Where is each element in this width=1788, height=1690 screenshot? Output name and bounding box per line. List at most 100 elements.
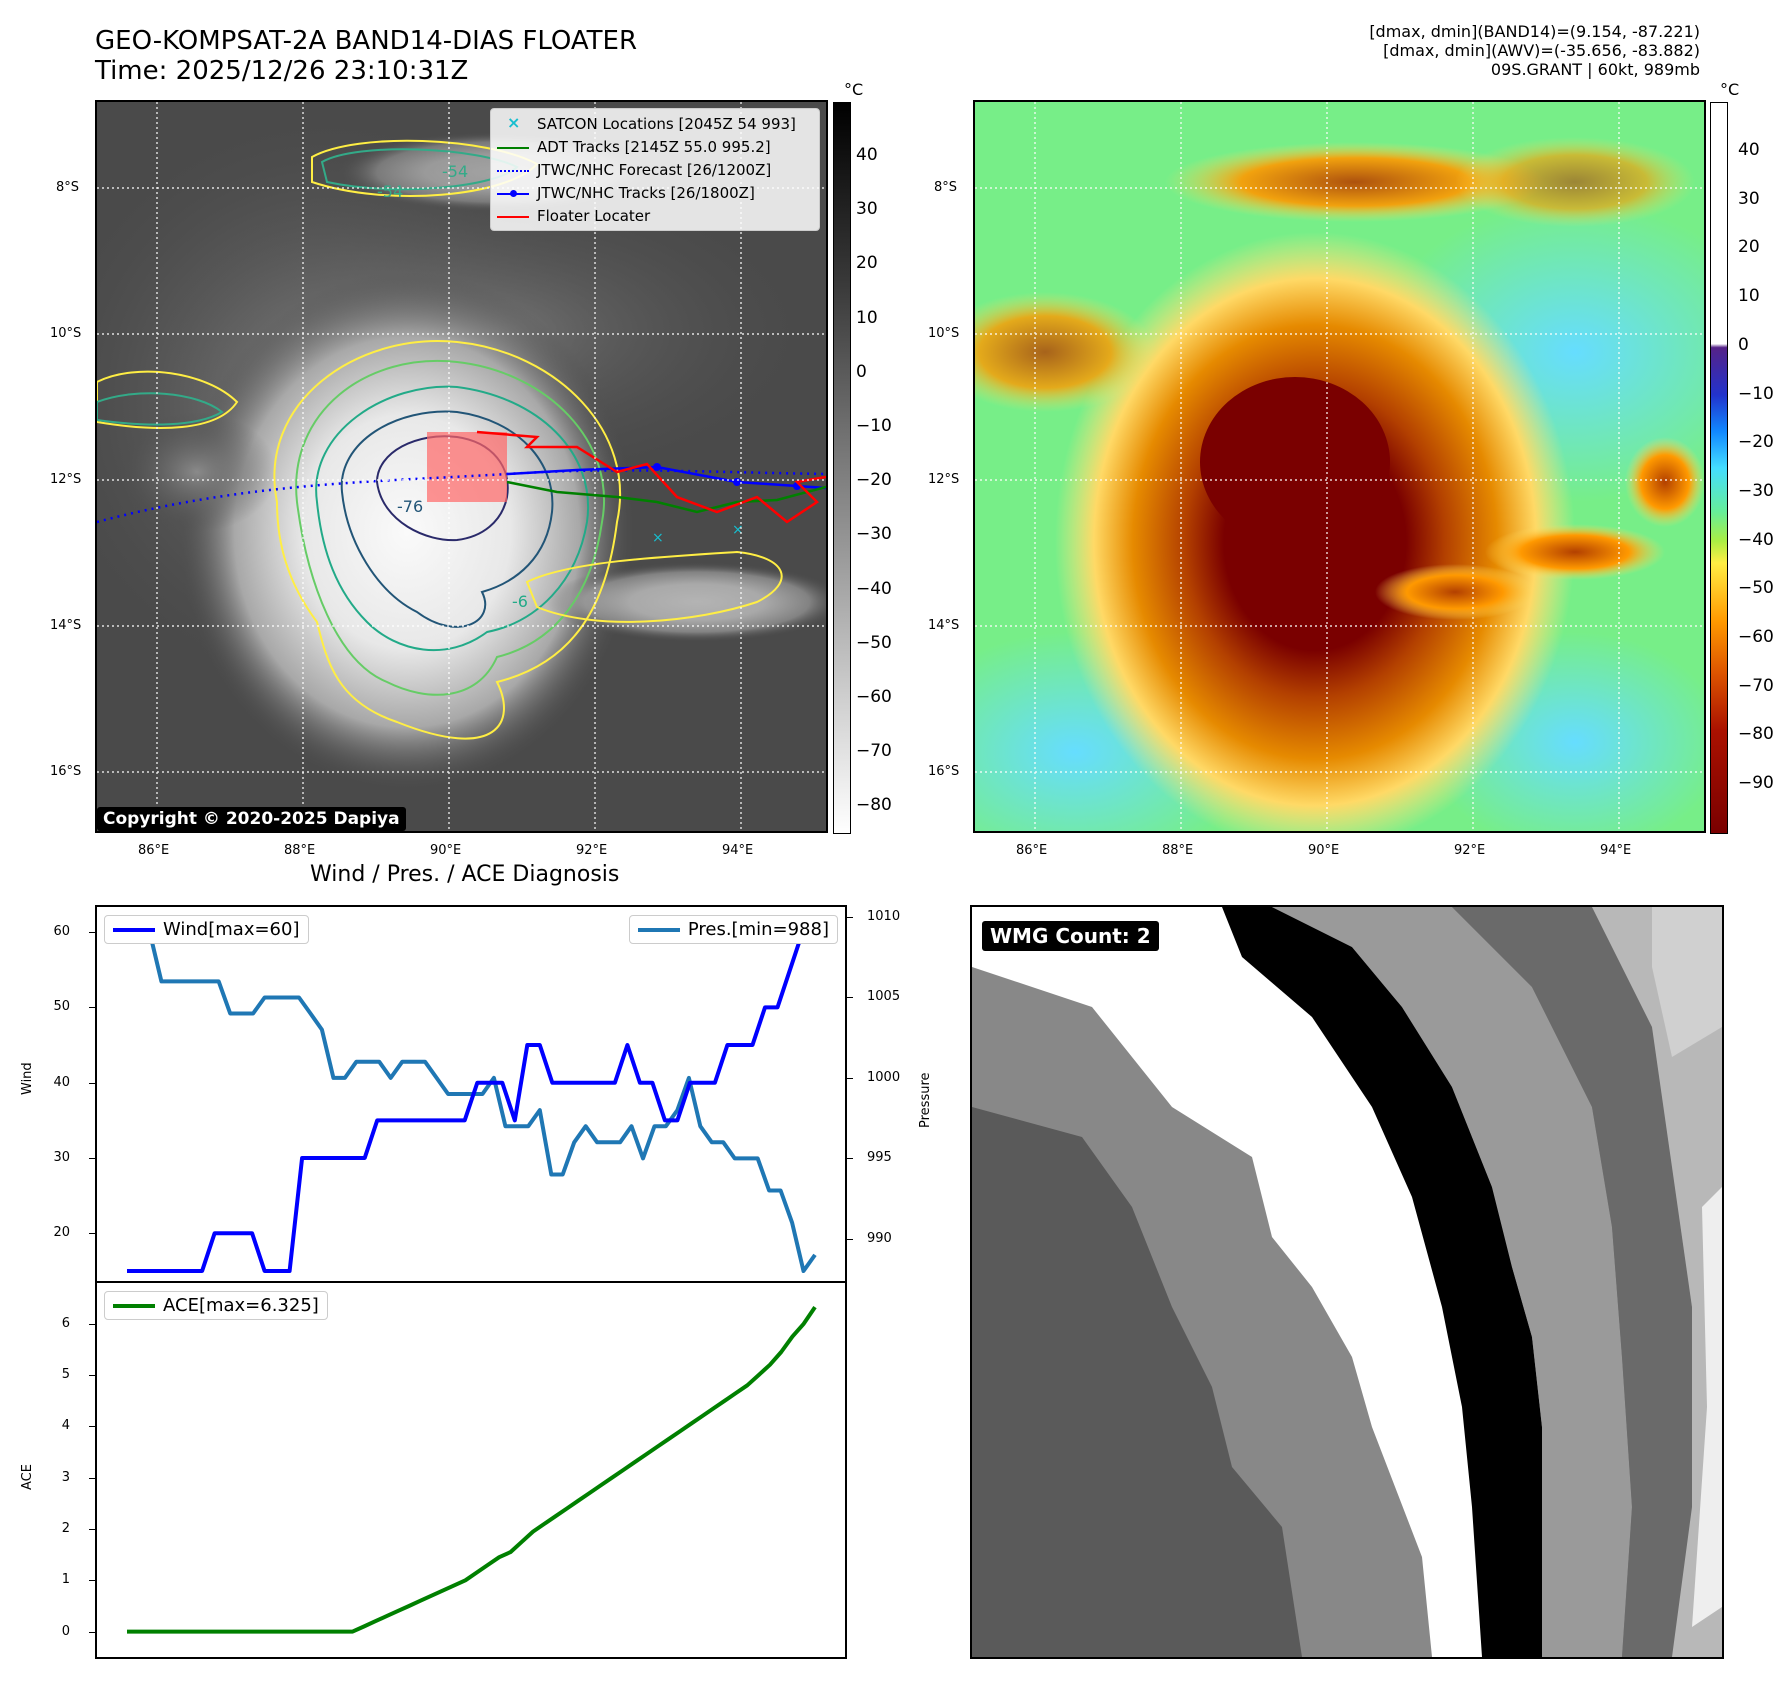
lat-label: 12°S xyxy=(928,472,960,487)
rainband xyxy=(1485,524,1665,580)
colorbar-tick-label: 10 xyxy=(1738,286,1760,307)
axis-tick-label: 1000 xyxy=(867,1069,901,1085)
title-line-1: GEO-KOMPSAT-2A BAND14-DIAS FLOATER xyxy=(95,26,638,56)
lon-label: 86°E xyxy=(1016,843,1048,858)
line-swatch-icon xyxy=(113,927,155,932)
axis-tick-label: 995 xyxy=(867,1150,892,1166)
cloud-band-ne xyxy=(1455,137,1695,227)
x-marker-icon: × xyxy=(507,112,521,132)
lon-label: 90°E xyxy=(430,843,462,858)
colorbar-tick-label: −10 xyxy=(1738,383,1774,404)
jtwc-point[interactable] xyxy=(733,478,741,486)
color-map-canvas xyxy=(975,102,1704,831)
contour-green xyxy=(295,359,605,696)
wind-series[interactable] xyxy=(127,930,815,1273)
axis-tick-label: 50 xyxy=(53,999,70,1015)
lat-label: 8°S xyxy=(934,180,958,195)
colorbar-tick-label: −50 xyxy=(1738,578,1774,599)
cloud-west xyxy=(117,412,277,532)
wmg-panel[interactable]: WMG Count: 2 xyxy=(970,905,1724,1659)
contour-west-inner xyxy=(97,392,224,426)
colorbar-tick-label: −70 xyxy=(856,741,892,762)
ace-legend[interactable]: ACE[max=6.325] xyxy=(104,1291,328,1320)
legend-jtwc[interactable]: JTWC/NHC Tracks [26/1800Z] xyxy=(491,181,819,204)
colorbar-tick-label: −50 xyxy=(856,632,892,653)
axis-tick-mark xyxy=(89,1233,95,1235)
axis-tick-mark xyxy=(89,1007,95,1009)
wind-pres-plot xyxy=(127,930,817,1273)
line-swatch-icon xyxy=(497,146,529,149)
colorbar-tick-label: 0 xyxy=(856,361,867,382)
jtwc-point[interactable] xyxy=(653,463,661,471)
color-map-grid xyxy=(975,102,1704,831)
info-line-3: 09S.GRANT | 60kt, 989mb xyxy=(1490,60,1700,79)
wind-legend-label: Wind[max=60] xyxy=(163,919,300,940)
legend-adt[interactable]: ADT Tracks [2145Z 55.0 995.2] xyxy=(491,135,819,158)
contour-east xyxy=(525,550,783,623)
floater-track[interactable] xyxy=(476,430,826,524)
colorbar-tick-label: −90 xyxy=(1738,773,1774,794)
wmg-canvas xyxy=(972,907,1722,1657)
pres-legend-label: Pres.[min=988] xyxy=(687,919,829,940)
figure-title: GEO-KOMPSAT-2A BAND14-DIAS FLOATER Time:… xyxy=(95,26,637,86)
dot-marker-icon xyxy=(510,189,517,197)
colorbar-tick-label: −30 xyxy=(856,524,892,545)
axis-tick-label: 40 xyxy=(53,1074,70,1090)
line-swatch-icon xyxy=(497,215,529,218)
colorbar-tick-label: 10 xyxy=(856,307,878,328)
lat-label: 16°S xyxy=(50,764,82,779)
axis-tick-mark xyxy=(847,997,853,999)
info-line-1: [dmax, dmin](BAND14)=(9.154, -87.221) xyxy=(1369,22,1700,41)
axis-tick-mark xyxy=(847,1158,853,1160)
line-swatch-icon xyxy=(637,927,680,932)
wmg-region-pale xyxy=(1592,907,1722,1657)
adt-track[interactable] xyxy=(506,480,826,514)
info-line-2: [dmax, dmin](AWV)=(-35.656, -83.882) xyxy=(1383,41,1700,60)
title-line-2: Time: 2025/12/26 23:10:31Z xyxy=(95,56,469,86)
ace-series[interactable] xyxy=(127,1305,817,1634)
lat-label: 14°S xyxy=(50,618,82,633)
colorbar-tick-label: 40 xyxy=(856,145,878,165)
axis-tick-label: 2 xyxy=(61,1521,70,1536)
legend-label: JTWC/NHC Tracks [26/1800Z] xyxy=(537,183,755,202)
axis-tick-label: 990 xyxy=(867,1230,892,1246)
axis-tick-label: 1010 xyxy=(867,909,901,924)
ir-map-panel[interactable]: -54 -54 -76 -6 × × C xyxy=(95,100,828,833)
contour-label-2: -54 xyxy=(377,182,403,201)
contour-yellow xyxy=(273,340,622,740)
colorbar-tick-label: −10 xyxy=(856,416,892,436)
axis-tick-mark xyxy=(89,1375,95,1377)
map-legend: × SATCON Locations [2045Z 54 993] ADT Tr… xyxy=(490,108,820,231)
floater-box[interactable] xyxy=(427,432,507,502)
ace-legend-label: ACE[max=6.325] xyxy=(163,1295,319,1316)
wind-axis-label: Wind xyxy=(20,1062,35,1095)
ace-chart[interactable]: ACE[max=6.325] xyxy=(95,1281,847,1659)
lon-label: 92°E xyxy=(1454,843,1486,858)
legend-satcon[interactable]: × SATCON Locations [2045Z 54 993] xyxy=(491,112,819,135)
axis-tick-mark xyxy=(847,917,853,918)
contour-label-4: -6 xyxy=(512,592,528,611)
colorbar-tick-label: −40 xyxy=(1738,529,1774,550)
lat-label: 14°S xyxy=(928,618,960,633)
lon-label: 94°E xyxy=(722,843,754,858)
wmg-region-palest xyxy=(1652,907,1722,1057)
color-map-panel[interactable] xyxy=(973,100,1706,833)
axis-tick-mark xyxy=(89,1580,95,1582)
wind-pres-chart[interactable]: Wind[max=60] Pres.[min=988] xyxy=(95,905,847,1283)
axis-tick-mark xyxy=(89,1323,95,1325)
axis-tick-label: 1005 xyxy=(867,989,901,1005)
pres-legend[interactable]: Pres.[min=988] xyxy=(628,915,838,944)
wmg-region-mid xyxy=(1452,907,1712,1657)
contour-label-1: -54 xyxy=(442,162,468,181)
legend-forecast[interactable]: JTWC/NHC Forecast [26/1200Z] xyxy=(491,158,819,181)
pressure-series[interactable] xyxy=(127,931,817,1273)
satcon-marker[interactable]: × xyxy=(652,530,664,546)
legend-floater[interactable]: Floater Locater xyxy=(491,204,819,227)
axis-tick-label: 0 xyxy=(61,1623,70,1639)
satcon-marker[interactable]: × xyxy=(732,522,744,538)
axis-tick-mark xyxy=(89,1631,95,1633)
wind-legend[interactable]: Wind[max=60] xyxy=(104,915,309,944)
colorbar-tick-label: 20 xyxy=(856,253,878,274)
axis-tick-mark xyxy=(847,1238,853,1240)
colorbar-tick-label: −60 xyxy=(856,687,892,707)
